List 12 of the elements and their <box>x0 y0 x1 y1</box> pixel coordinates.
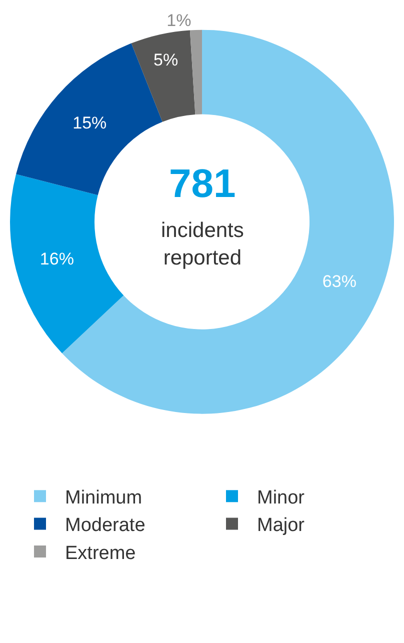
legend-label: Minimum <box>65 488 142 509</box>
data-label: 16% <box>40 250 74 269</box>
legend-label: Major <box>257 515 306 536</box>
text: incidents reported <box>161 219 244 270</box>
text: 781 <box>169 162 236 206</box>
legend-label: Minor <box>257 488 306 509</box>
data-label: 15% <box>72 113 107 132</box>
data-label: 5% <box>153 50 178 70</box>
data-label: 63% <box>322 272 356 291</box>
legend-label: Moderate <box>65 515 146 536</box>
legend-label: Extreme <box>65 542 136 564</box>
data-label: 1% <box>166 10 192 30</box>
